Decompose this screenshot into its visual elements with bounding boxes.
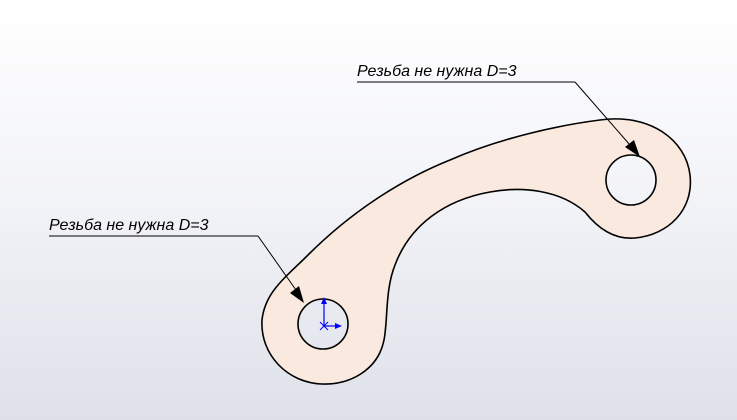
origin-axis-icon: [319, 297, 342, 331]
note-top-right-text: Резьба не нужна D=3: [357, 63, 517, 80]
note-top-right[interactable]: Резьба не нужна D=3: [357, 63, 640, 157]
note-left[interactable]: Резьба не нужна D=3: [49, 217, 304, 303]
note-top-right-leader: [574, 81, 631, 146]
part-body[interactable]: [261, 118, 692, 385]
note-left-text: Резьба не нужна D=3: [49, 217, 209, 234]
note-top-right-arrowhead: [625, 140, 640, 157]
note-left-leader: [257, 235, 297, 291]
part-outline[interactable]: [261, 118, 692, 385]
note-left-arrowhead: [290, 286, 304, 303]
